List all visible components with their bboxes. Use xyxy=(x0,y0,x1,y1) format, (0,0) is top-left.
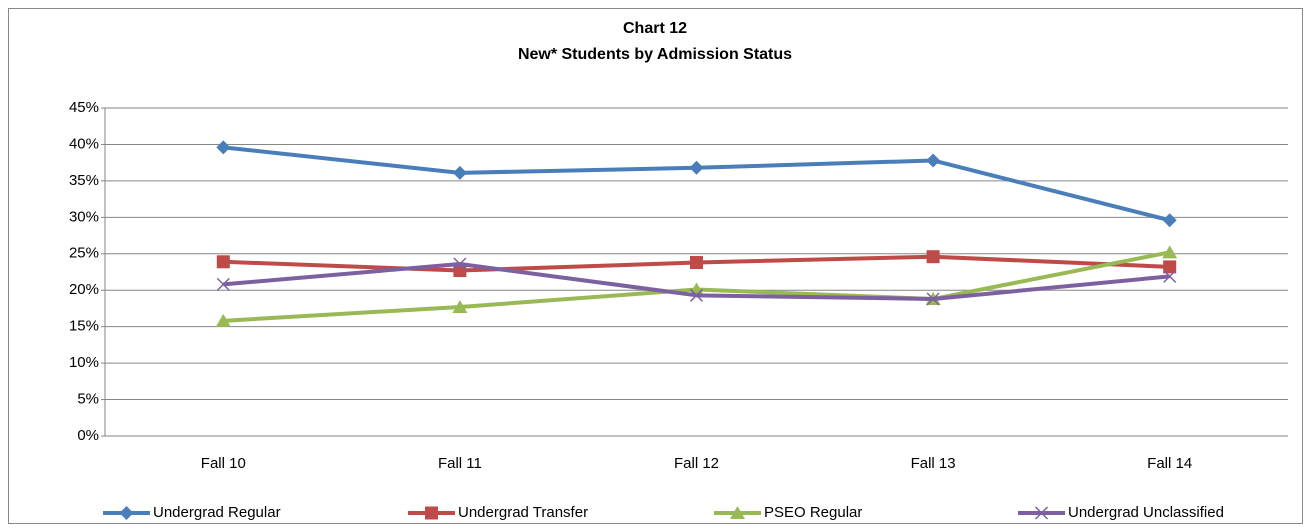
x-tick-label: Fall 10 xyxy=(201,455,246,472)
y-tick-label: 5% xyxy=(77,391,99,408)
x-tick-label: Fall 13 xyxy=(911,455,956,472)
marker xyxy=(452,165,467,180)
y-tick-label: 10% xyxy=(69,354,99,371)
marker xyxy=(689,288,704,302)
marker xyxy=(1162,213,1177,228)
marker xyxy=(1162,245,1178,259)
legend-marker xyxy=(730,506,745,519)
marker xyxy=(215,313,231,327)
marker xyxy=(216,277,230,291)
legend-marker xyxy=(425,506,438,520)
marker xyxy=(926,250,940,264)
legend-label: Undergrad Transfer xyxy=(458,504,588,521)
y-tick-label: 40% xyxy=(69,135,99,152)
marker xyxy=(926,292,940,306)
marker xyxy=(689,160,704,175)
y-tick-label: 30% xyxy=(69,208,99,225)
y-tick-label: 0% xyxy=(77,427,99,444)
x-tick-label: Fall 14 xyxy=(1147,455,1192,472)
legend-label: Undergrad Unclassified xyxy=(1068,504,1224,521)
legend-marker xyxy=(119,506,134,520)
marker xyxy=(453,257,467,271)
marker xyxy=(216,140,231,155)
marker xyxy=(216,255,230,269)
y-tick-label: 15% xyxy=(69,318,99,335)
chart-subtitle: New* Students by Admission Status xyxy=(518,46,792,63)
x-tick-label: Fall 12 xyxy=(674,455,719,472)
legend-label: PSEO Regular xyxy=(764,504,862,521)
y-tick-label: 45% xyxy=(69,99,99,116)
marker xyxy=(926,153,941,168)
y-tick-label: 20% xyxy=(69,281,99,298)
y-tick-label: 35% xyxy=(69,172,99,189)
chart-title: Chart 12 xyxy=(623,20,687,37)
marker xyxy=(1163,260,1177,274)
x-tick-label: Fall 11 xyxy=(438,455,482,472)
marker xyxy=(690,256,703,270)
marker xyxy=(452,299,468,313)
legend-marker xyxy=(1034,506,1049,520)
marker xyxy=(1163,269,1177,283)
y-tick-label: 25% xyxy=(69,245,99,262)
legend-label: Undergrad Regular xyxy=(153,504,281,521)
